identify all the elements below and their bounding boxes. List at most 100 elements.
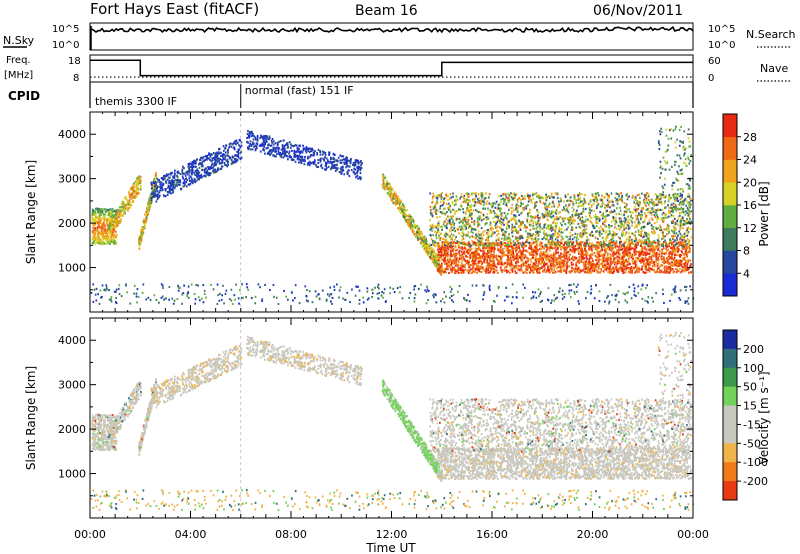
power-echo	[663, 260, 666, 263]
power-echo	[391, 199, 394, 202]
power-echo	[179, 181, 182, 184]
power-echo	[547, 246, 550, 249]
power-echo	[590, 272, 592, 275]
power-echo	[636, 250, 638, 253]
power-echo	[124, 207, 127, 210]
power-echo	[593, 252, 596, 255]
power-echo	[665, 258, 668, 261]
power-echo	[359, 178, 362, 181]
power-echo	[107, 236, 110, 239]
power-echo	[563, 262, 566, 265]
power-echo	[295, 155, 298, 158]
power-echo	[225, 144, 227, 147]
power-echo	[512, 251, 514, 254]
power-echo	[464, 247, 466, 250]
power-echo	[395, 197, 397, 200]
power-echo	[125, 204, 127, 207]
power-echo	[171, 171, 174, 174]
power-echo	[383, 186, 385, 189]
power-echo	[233, 161, 235, 164]
power-echo	[234, 154, 236, 157]
power-echo	[473, 264, 475, 267]
power-echo	[251, 130, 253, 133]
power-echo	[392, 194, 395, 197]
power-echo	[480, 271, 483, 274]
power-echo	[613, 253, 615, 256]
power-echo	[389, 185, 391, 188]
power-echo	[117, 215, 120, 218]
power-echo	[423, 247, 426, 250]
power-echo	[490, 252, 493, 255]
power-echo	[153, 188, 156, 191]
power-echo	[227, 151, 229, 154]
power-echo	[157, 193, 159, 196]
power-echo	[547, 265, 549, 268]
power-echo	[522, 249, 525, 252]
power-echo	[329, 156, 332, 159]
power-echo	[200, 162, 203, 165]
power-echo	[433, 259, 436, 262]
power-echo	[356, 172, 358, 175]
cpid-label: CPID	[8, 89, 40, 103]
power-echo	[272, 149, 275, 152]
power-echo	[553, 271, 556, 274]
power-echo	[327, 165, 330, 168]
power-echo	[427, 252, 430, 255]
power-echo	[139, 236, 141, 239]
power-echo	[136, 188, 139, 191]
power-echo	[107, 241, 109, 244]
power-echo	[337, 156, 340, 159]
power-echo	[500, 262, 503, 265]
power-echo	[191, 182, 194, 185]
power-echo	[586, 258, 588, 261]
power-echo	[633, 250, 636, 253]
power-echo	[97, 231, 99, 234]
power-echo	[190, 172, 193, 175]
power-echo	[288, 141, 291, 144]
power-echo	[134, 191, 137, 194]
power-echo	[240, 141, 243, 144]
power-echo	[114, 226, 117, 229]
power-echo	[141, 236, 143, 239]
power-echo	[432, 250, 435, 253]
power-echo	[355, 160, 357, 163]
power-echo	[477, 260, 480, 263]
power-echo	[493, 271, 496, 274]
power-echo	[162, 194, 165, 197]
power-echo	[602, 254, 604, 257]
power-echo	[529, 271, 531, 274]
power-echo	[346, 165, 349, 168]
power-echo	[282, 139, 285, 142]
power-echo	[170, 184, 172, 187]
power-echo	[681, 266, 684, 269]
power-echo	[630, 266, 633, 269]
power-echo	[348, 175, 351, 178]
power-echo	[128, 199, 131, 202]
power-echo	[300, 158, 303, 161]
noise-tick-left-high: 10^5	[52, 24, 79, 35]
power-echo	[328, 153, 331, 156]
power-echo	[562, 262, 564, 265]
power-echo	[200, 165, 203, 168]
power-echo	[94, 210, 96, 213]
power-echo	[112, 241, 115, 244]
power-echo	[515, 265, 517, 268]
power-data-points	[90, 125, 695, 306]
power-echo	[168, 173, 170, 176]
power-echo	[671, 261, 673, 264]
power-echo	[223, 161, 226, 164]
power-echo	[468, 250, 470, 253]
power-echo	[262, 147, 265, 150]
power-echo	[274, 148, 277, 151]
power-echo	[651, 250, 654, 253]
power-echo	[154, 193, 157, 196]
power-echo	[333, 160, 336, 163]
power-echo	[432, 252, 435, 255]
power-echo	[689, 265, 691, 268]
power-echo	[150, 183, 153, 186]
power-echo	[116, 222, 118, 225]
power-echo	[550, 268, 553, 271]
power-echo	[182, 177, 184, 180]
power-echo	[408, 221, 411, 224]
power-echo	[690, 263, 692, 266]
